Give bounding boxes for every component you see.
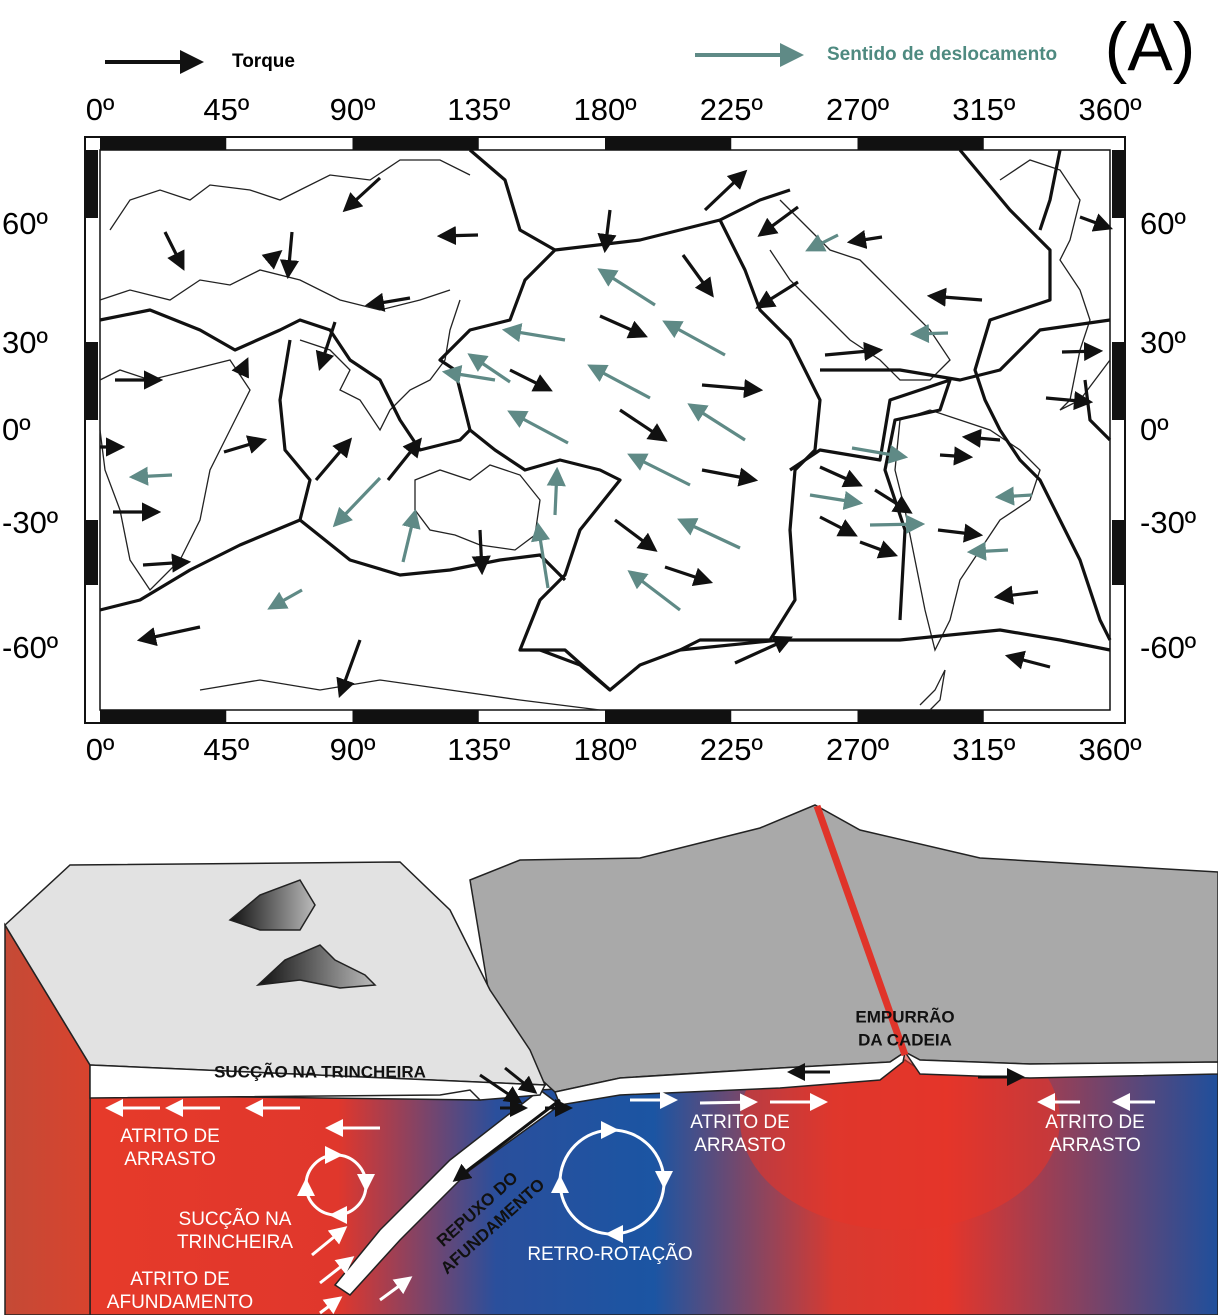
lon-label: 45º (203, 92, 249, 127)
scale-bar (85, 520, 98, 585)
torque-arrow (940, 455, 970, 457)
process-label: ATRITO DE (1045, 1112, 1145, 1133)
lon-label: 360º (1078, 92, 1141, 127)
lat-label: 0º (1140, 412, 1169, 447)
displacement-arrow (998, 495, 1032, 497)
legend-label: Sentido de deslocamento (827, 44, 1057, 65)
lon-label: 135º (447, 732, 510, 767)
panel-label: (A) (1105, 9, 1196, 85)
page: (A) Torque Sentido de deslocamento 0º 0º 45º 4… (0, 0, 1218, 1315)
lat-label: 60º (2, 206, 48, 241)
lat-label: 30º (2, 325, 48, 360)
lat-label: 30º (1140, 325, 1186, 360)
lon-label: 225º (700, 732, 763, 767)
process-label: ARRASTO (1049, 1135, 1141, 1156)
lon-label: 315º (952, 732, 1015, 767)
force-arrow (700, 1102, 755, 1103)
process-label: ARRASTO (124, 1149, 216, 1170)
lon-label: 135º (447, 92, 510, 127)
lon-label: 180º (573, 732, 636, 767)
map-area (100, 150, 1110, 710)
displacement-arrow (870, 524, 922, 525)
lon-label: 0º (86, 732, 115, 767)
lat-label: -30º (1140, 505, 1196, 540)
lon-label: 270º (826, 92, 889, 127)
lat-label: 60º (1140, 206, 1186, 241)
scale-bar (1112, 150, 1125, 218)
lon-label: 225º (700, 92, 763, 127)
lon-label: 360º (1078, 732, 1141, 767)
process-label: EMPURRÃO (855, 1006, 954, 1026)
lon-label: 180º (573, 92, 636, 127)
displacement-arrow (970, 550, 1008, 552)
process-label: ARRASTO (694, 1135, 786, 1156)
scale-bar (858, 137, 984, 150)
scale-bar (858, 710, 984, 723)
process-label: TRINCHEIRA (177, 1232, 293, 1253)
scale-bar (100, 137, 226, 150)
map-panel: (A) Torque Sentido de deslocamento 0º 0º 45º 4… (2, 9, 1196, 767)
figure: (A) Torque Sentido de deslocamento 0º 0º 45º 4… (0, 0, 1218, 1315)
scale-bar (85, 342, 98, 420)
lon-label: 90º (330, 92, 376, 127)
process-label: ATRITO DE (120, 1126, 220, 1147)
torque-arrow (440, 235, 478, 236)
lon-label: 45º (203, 732, 249, 767)
scale-bar (605, 710, 731, 723)
ocean-plate-top (470, 805, 1218, 1092)
process-label: AFUNDAMENTO (107, 1292, 253, 1313)
process-label: ATRITO DE (130, 1269, 230, 1290)
lat-label: -60º (2, 630, 58, 665)
displacement-arrow (913, 333, 948, 334)
process-label: DA CADEIA (858, 1030, 952, 1049)
process-label: RETRO-ROTAÇÃO (527, 1243, 692, 1265)
torque-arrow (480, 530, 482, 572)
scale-bar (85, 150, 98, 218)
displacement-arrow (555, 470, 557, 515)
lon-label: 315º (952, 92, 1015, 127)
lon-label: 0º (86, 92, 115, 127)
lon-label: 270º (826, 732, 889, 767)
torque-arrow (1062, 351, 1100, 352)
scale-bar (100, 710, 226, 723)
scale-bar (353, 137, 479, 150)
legend-label: Torque (232, 51, 295, 72)
scale-bar (1112, 520, 1125, 585)
displacement-arrow (132, 475, 172, 477)
process-label: SUCÇÃO NA TRINCHEIRA (214, 1061, 426, 1081)
scale-bar (1112, 342, 1125, 420)
scale-bar (353, 710, 479, 723)
lat-label: -30º (2, 505, 58, 540)
lat-label: 0º (2, 412, 31, 447)
process-label: SUCÇÃO NA (179, 1208, 292, 1230)
lon-label: 90º (330, 732, 376, 767)
process-label: ATRITO DE (690, 1112, 790, 1133)
scale-bar (605, 137, 731, 150)
lat-label: -60º (1140, 630, 1196, 665)
